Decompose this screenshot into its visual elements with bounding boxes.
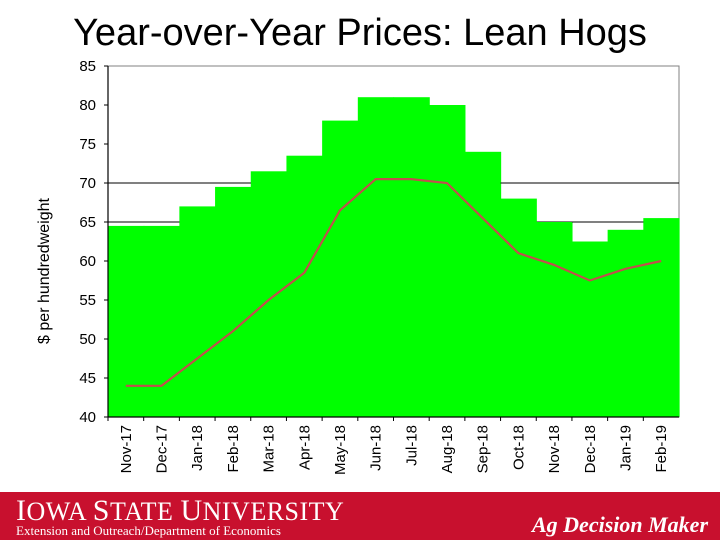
bar-jul-18 (393, 97, 430, 417)
bar-dec-17 (143, 225, 180, 417)
y-tick-label-65: 65 (79, 214, 96, 231)
ag-decision-maker-logo: Ag Decision Maker (532, 512, 708, 537)
y-tick-label-70: 70 (79, 175, 96, 192)
bar-nov-18 (536, 222, 573, 417)
x-tick-label-dec-17: Dec-17 (154, 425, 171, 473)
bar-feb-19 (643, 218, 680, 417)
lean-hogs-chart: 40 45 50 55 60 65 70 75 80 85 Nov-17 Dec-17 Jan-18 Fe… (36, 58, 680, 475)
y-tick-label-80: 80 (79, 97, 96, 114)
x-tick-label-nov-18: Nov-18 (546, 425, 563, 473)
y-axis-label: $ per hundredweight (36, 198, 53, 344)
x-tick-label-aug-18: Aug-18 (439, 425, 456, 473)
y-tick-label-60: 60 (79, 253, 96, 270)
y-tick-label-50: 50 (79, 331, 96, 348)
bar-apr-18 (286, 155, 323, 417)
chart-title: Year-over-Year Prices: Lean Hogs (73, 12, 647, 54)
department-subline: Extension and Outreach/Department of Eco… (16, 523, 281, 538)
x-tick-label-feb-18: Feb-18 (225, 425, 242, 473)
university-logo: IOWA STATE UNIVERSITY (16, 494, 345, 527)
x-tick-label-jun-18: Jun-18 (368, 425, 385, 471)
price-line (125, 178, 662, 387)
x-tick-label-apr-18: Apr-18 (296, 425, 313, 470)
x-tick-label-nov-17: Nov-17 (118, 425, 135, 473)
x-tick-label-may-18: May-18 (332, 425, 349, 475)
bar-feb-18 (215, 186, 252, 417)
y-tick-label-45: 45 (79, 370, 96, 387)
y-tick-label-55: 55 (79, 292, 96, 309)
bar-sep-18 (464, 151, 502, 418)
bar-mar-18 (250, 171, 288, 417)
x-tick-label-dec-18: Dec-18 (582, 425, 599, 473)
footer-bar: IOWA STATE UNIVERSITY Extension and Outr… (0, 492, 720, 540)
x-tick-label-sep-18: Sep-18 (475, 425, 492, 473)
bar-aug-18 (429, 105, 466, 417)
x-tick-label-feb-19: Feb-19 (653, 425, 670, 473)
bar-may-18 (322, 120, 359, 417)
x-tick-label-mar-18: Mar-18 (261, 425, 278, 473)
bar-jan-19 (607, 229, 644, 417)
x-tick-label-jul-18: Jul-18 (403, 425, 420, 466)
y-tick-label-75: 75 (79, 136, 96, 153)
bar-dec-18 (571, 241, 609, 417)
y-tick-label-85: 85 (79, 58, 96, 75)
x-tick-label-jan-18: Jan-18 (189, 425, 206, 471)
x-tick-label-jan-19: Jan-19 (617, 425, 634, 471)
bar-jan-18 (179, 206, 216, 417)
bar-oct-18 (500, 198, 537, 417)
y-tick-label-40: 40 (79, 409, 96, 426)
bar-jun-18 (357, 97, 395, 417)
x-tick-label-oct-18: Oct-18 (510, 425, 527, 470)
bar-nov-17 (108, 225, 145, 417)
